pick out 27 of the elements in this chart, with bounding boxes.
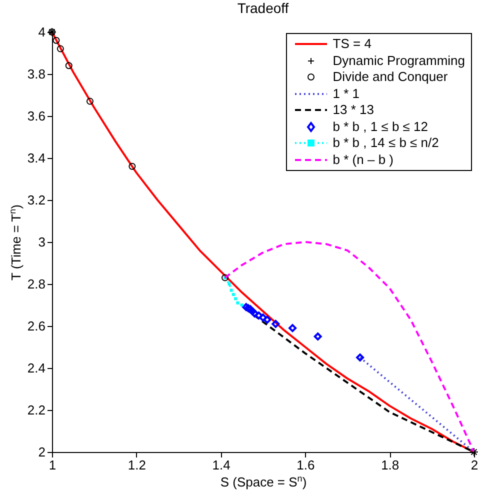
y-tick-label: 3.4	[27, 150, 46, 166]
legend-label: b * (n – b )	[332, 152, 394, 168]
legend-label: b * b , 14 ≤ b ≤ n/2	[332, 135, 439, 152]
legend-label: b * b , 1 ≤ b ≤ 12	[332, 118, 428, 135]
chart-title: Tradeoff	[237, 0, 289, 16]
x-tick-label: 1.2	[128, 458, 146, 472]
y-tick-label: 2.4	[27, 360, 46, 376]
x-tick-label: 1.4	[212, 458, 230, 472]
x-tick-label: 2	[470, 458, 478, 472]
y-tick-label: 2.6	[27, 318, 46, 334]
y-tick-label: 3	[38, 234, 46, 250]
legend-label: 13 * 13	[332, 102, 374, 118]
y-tick-label: 2.8	[27, 276, 46, 292]
y-tick-label: 3.2	[27, 192, 46, 208]
y-tick-label: 2.2	[27, 402, 46, 418]
y-tick-label: 4	[38, 24, 46, 40]
x-axis-title: S (Space = S$^{n}$)	[220, 474, 307, 490]
legend-label: 1 * 1	[332, 86, 360, 102]
x-tick-label: 1	[48, 458, 56, 472]
y-tick-label: 3.6	[27, 108, 46, 124]
x-tick-label: 1.6	[296, 458, 315, 472]
y-tick-label: 3.8	[27, 66, 46, 82]
legend-label: Dynamic Programming	[332, 52, 465, 69]
y-tick-label: 2	[38, 444, 46, 460]
x-tick-label: 1.8	[381, 458, 400, 472]
legend-label: Divide and Conquer	[332, 69, 448, 86]
legend-label: TS = 4	[332, 36, 372, 52]
